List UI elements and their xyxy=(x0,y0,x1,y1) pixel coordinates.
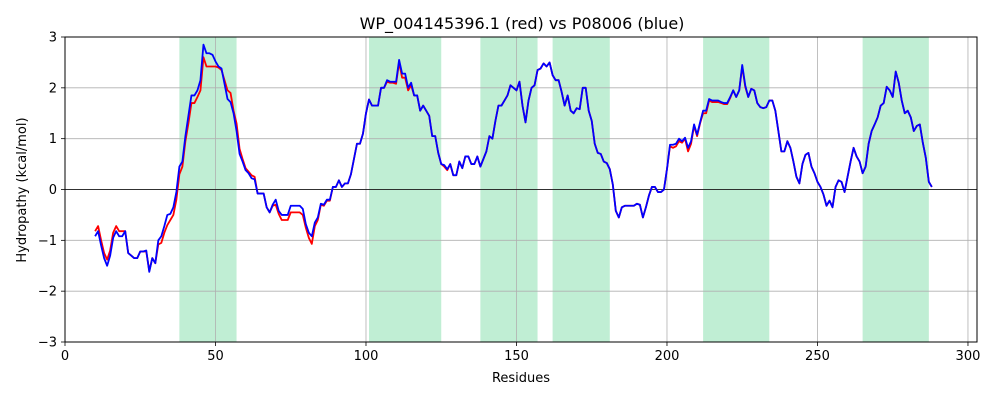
x-tick-label: 150 xyxy=(504,349,529,364)
x-tick-label: 200 xyxy=(655,349,680,364)
y-axis-label: Hydropathy (kcal/mol) xyxy=(15,117,30,262)
x-tick-label: 50 xyxy=(207,349,224,364)
y-tick-label: 3 xyxy=(49,31,57,46)
y-tick-label: 2 xyxy=(49,81,57,96)
y-tick-label: 1 xyxy=(49,132,57,147)
y-tick-label: −2 xyxy=(38,285,57,300)
y-axis-ticks: −3 −2 −1 0 1 2 3 xyxy=(38,31,65,351)
x-tick-label: 0 xyxy=(61,349,69,364)
x-axis-ticks: 0 50 100 150 200 250 300 xyxy=(61,342,981,364)
x-axis-label: Residues xyxy=(492,371,550,386)
y-tick-label: 0 xyxy=(49,183,57,198)
x-tick-label: 100 xyxy=(354,349,379,364)
x-tick-label: 250 xyxy=(805,349,830,364)
y-tick-label: −3 xyxy=(38,336,57,351)
y-tick-label: −1 xyxy=(38,234,57,249)
series-line-2 xyxy=(94,43,933,273)
chart-title: WP_004145396.1 (red) vs P08006 (blue) xyxy=(360,14,685,34)
series-lines xyxy=(94,43,933,273)
x-tick-label: 300 xyxy=(956,349,981,364)
